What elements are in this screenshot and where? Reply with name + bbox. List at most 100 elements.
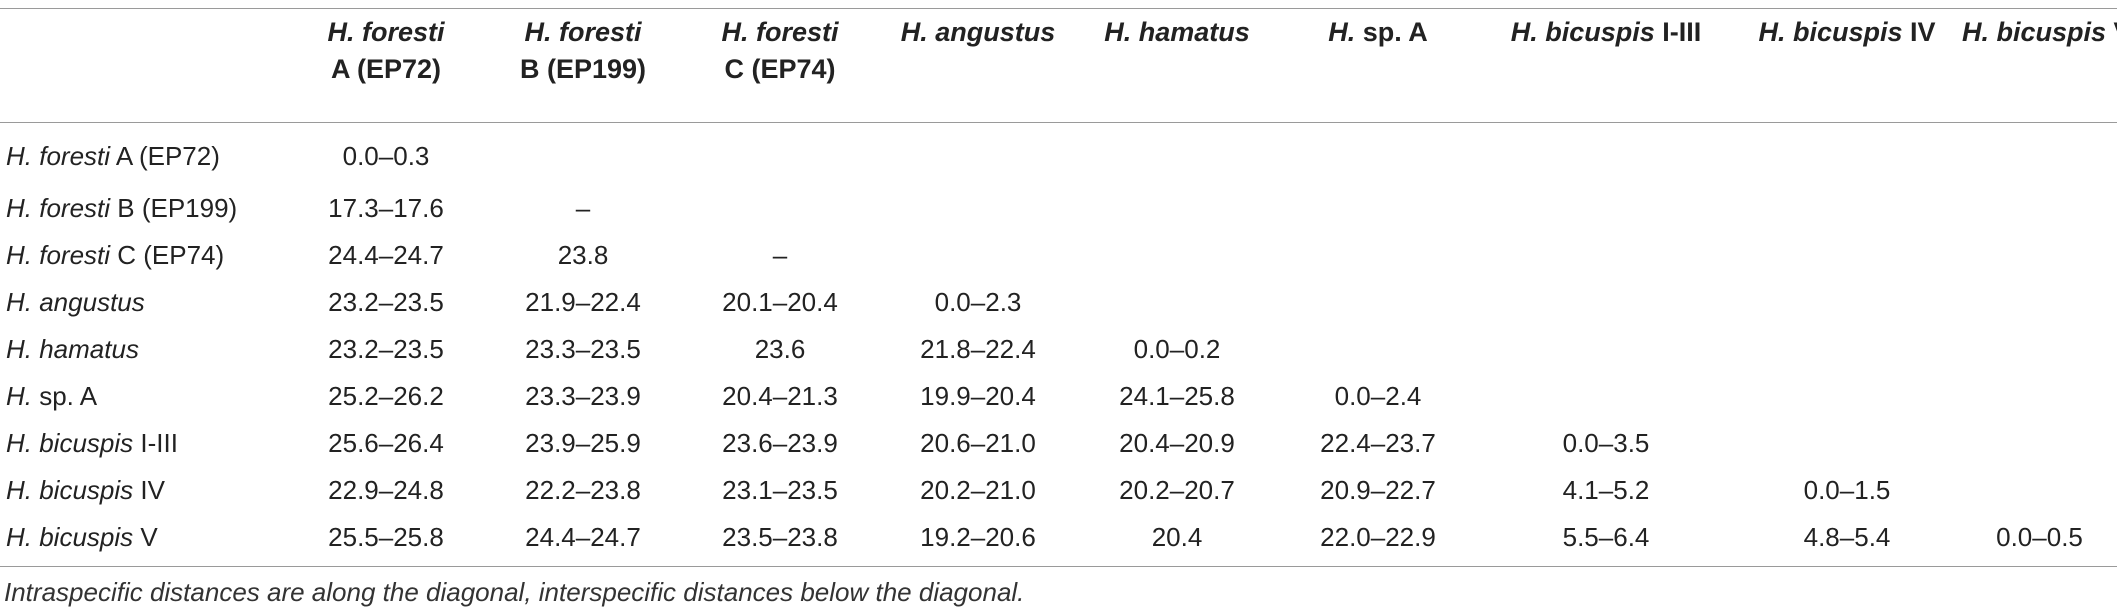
column-header: H. foresti A (EP72) <box>327 17 445 84</box>
column-header: H. sp. A <box>1328 17 1428 47</box>
distance-cell <box>1276 118 1480 185</box>
distance-cell: 23.2–23.5 <box>328 287 444 317</box>
table-row: H. foresti C (EP74) 24.4–24.7 23.8 – <box>0 232 2117 279</box>
distance-cell <box>1732 326 1962 373</box>
distance-cell: 24.1–25.8 <box>1119 381 1235 411</box>
column-header: H. foresti C (EP74) <box>721 17 839 84</box>
distance-cell: 23.3–23.9 <box>525 381 641 411</box>
distance-cell: 24.4–24.7 <box>525 522 641 552</box>
distance-cell: 25.2–26.2 <box>328 381 444 411</box>
distance-cell: 4.1–5.2 <box>1562 475 1650 505</box>
distance-cell: 5.5–6.4 <box>1562 522 1650 552</box>
distance-cell <box>1480 185 1732 232</box>
distance-cell: 24.4–24.7 <box>328 240 444 270</box>
distance-cell: 19.2–20.6 <box>920 522 1036 552</box>
distance-cell: 23.9–25.9 <box>525 428 641 458</box>
table-row: H. foresti A (EP72) 0.0–0.3 <box>0 118 2117 185</box>
distance-cell <box>1078 185 1276 232</box>
row-label: H. bicuspis I-III <box>6 428 178 458</box>
table-row: H. bicuspis V 25.5–25.8 24.4–24.7 23.5–23.8… <box>0 514 2117 561</box>
distance-cell: 0.0–0.2 <box>1133 334 1221 364</box>
distance-cell: 20.9–22.7 <box>1320 475 1436 505</box>
header-row: H. foresti A (EP72) H. foresti B (EP199) H… <box>0 14 2117 118</box>
header-corner <box>0 14 288 118</box>
distance-cell: 25.5–25.8 <box>328 522 444 552</box>
distance-cell <box>484 118 682 185</box>
table-row: H. bicuspis I-III 25.6–26.4 23.9–25.9 23.6–… <box>0 420 2117 467</box>
distance-cell: 20.2–21.0 <box>920 475 1036 505</box>
distance-cell <box>1732 232 1962 279</box>
distance-cell: 23.5–23.8 <box>722 522 838 552</box>
column-header: H. foresti B (EP199) <box>519 17 647 84</box>
table-row: H. hamatus 23.2–23.5 23.3–23.5 23.6 21.8–22.… <box>0 326 2117 373</box>
distance-cell <box>1078 118 1276 185</box>
distance-cell <box>878 185 1078 232</box>
table-row: H. angustus 23.2–23.5 21.9–22.4 20.1–20.4 0.… <box>0 279 2117 326</box>
distance-cell: 0.0–2.3 <box>934 287 1022 317</box>
column-header: H. bicuspis I-III <box>1510 17 1702 47</box>
table-header-rule <box>0 122 2117 123</box>
distance-cell: 20.4–20.9 <box>1119 428 1235 458</box>
distance-cell: 21.8–22.4 <box>920 334 1036 364</box>
distance-cell <box>1732 373 1962 420</box>
table-bottom-rule <box>0 566 2117 567</box>
distance-cell <box>1962 467 2117 514</box>
row-label: H. foresti A (EP72) <box>6 141 220 171</box>
distance-cell <box>1276 326 1480 373</box>
distance-cell: 0.0–2.4 <box>1334 381 1422 411</box>
column-header: H. bicuspis IV <box>1758 17 1936 47</box>
distance-cell <box>1480 279 1732 326</box>
distance-cell <box>682 118 878 185</box>
column-header: H. bicuspis V <box>1962 17 2117 47</box>
distance-cell: 20.4 <box>1151 522 1203 552</box>
table-row: H. sp. A 25.2–26.2 23.3–23.9 20.4–21.3 19.9–… <box>0 373 2117 420</box>
row-label: H. bicuspis V <box>6 522 158 552</box>
distance-cell: 4.8–5.4 <box>1803 522 1891 552</box>
distance-cell <box>1962 420 2117 467</box>
distance-cell: 23.2–23.5 <box>328 334 444 364</box>
distance-cell <box>1962 185 2117 232</box>
distance-cell <box>1276 279 1480 326</box>
distance-cell <box>1078 279 1276 326</box>
table-row: H. foresti B (EP199) 17.3–17.6 – <box>0 185 2117 232</box>
table-row: H. bicuspis IV 22.9–24.8 22.2–23.8 23.1–23.… <box>0 467 2117 514</box>
distance-cell <box>878 118 1078 185</box>
distance-cell: 20.4–21.3 <box>722 381 838 411</box>
distance-cell <box>1962 279 2117 326</box>
column-header: H. hamatus <box>1104 17 1250 47</box>
row-label: H. bicuspis IV <box>6 475 165 505</box>
distance-cell: 0.0–1.5 <box>1803 475 1891 505</box>
distance-cell: 0.0–0.3 <box>342 141 430 171</box>
distance-cell: 22.2–23.8 <box>525 475 641 505</box>
distance-cell <box>1732 185 1962 232</box>
distance-cell: 25.6–26.4 <box>328 428 444 458</box>
distance-cell <box>1962 118 2117 185</box>
distance-cell <box>1480 326 1732 373</box>
distance-cell: 0.0–3.5 <box>1562 428 1650 458</box>
row-label: H. foresti C (EP74) <box>6 240 225 270</box>
distance-cell: 22.0–22.9 <box>1320 522 1436 552</box>
row-label: H. hamatus <box>6 334 139 364</box>
row-label: H. sp. A <box>6 381 98 411</box>
distance-cell: 21.9–22.4 <box>525 287 641 317</box>
distance-cell: 23.6 <box>754 334 806 364</box>
distance-cell <box>1480 373 1732 420</box>
table-footnote: Intraspecific distances are along the di… <box>4 577 1025 607</box>
distance-cell <box>1078 232 1276 279</box>
distance-cell: 23.8 <box>557 240 609 270</box>
distance-cell: 20.1–20.4 <box>722 287 838 317</box>
distance-cell <box>1276 232 1480 279</box>
distance-cell: 23.1–23.5 <box>722 475 838 505</box>
distance-cell: 17.3–17.6 <box>328 193 444 223</box>
distance-cell: 23.3–23.5 <box>525 334 641 364</box>
distance-cell: – <box>575 193 591 223</box>
distance-cell <box>1732 118 1962 185</box>
distance-cell: – <box>772 240 788 270</box>
distance-cell <box>1276 185 1480 232</box>
distance-cell <box>1732 420 1962 467</box>
distance-cell <box>682 185 878 232</box>
distance-cell <box>1480 232 1732 279</box>
genetic-distance-table: H. foresti A (EP72) H. foresti B (EP199) H… <box>0 14 2117 561</box>
distance-cell <box>1962 326 2117 373</box>
